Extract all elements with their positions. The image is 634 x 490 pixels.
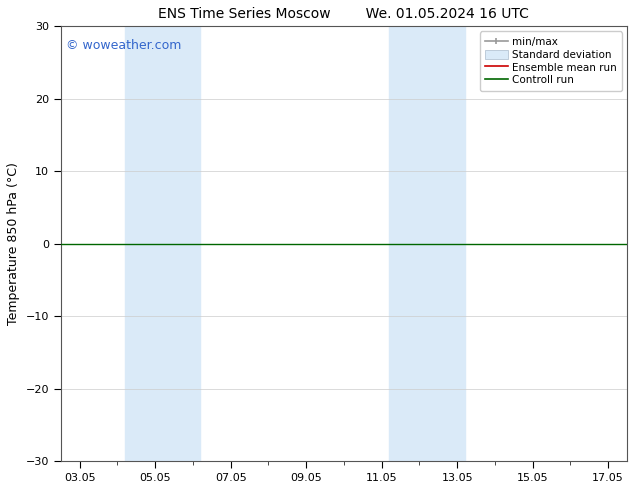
Legend: min/max, Standard deviation, Ensemble mean run, Controll run: min/max, Standard deviation, Ensemble me…: [479, 31, 622, 91]
Bar: [389, 26, 465, 461]
Bar: [125, 26, 200, 461]
Text: © woweather.com: © woweather.com: [67, 39, 182, 52]
Y-axis label: Temperature 850 hPa (°C): Temperature 850 hPa (°C): [7, 162, 20, 325]
Title: ENS Time Series Moscow        We. 01.05.2024 16 UTC: ENS Time Series Moscow We. 01.05.2024 16…: [158, 7, 529, 21]
